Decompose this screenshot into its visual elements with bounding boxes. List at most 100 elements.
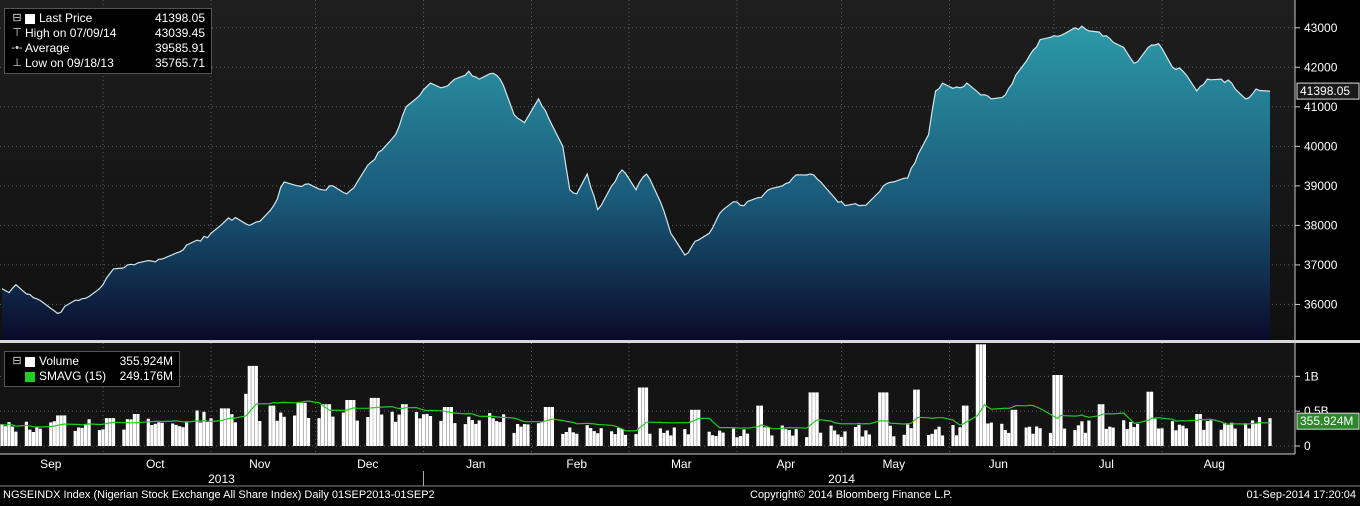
volume-bar	[982, 344, 986, 446]
volume-bar	[812, 392, 816, 446]
average-label: Average	[25, 41, 70, 55]
volume-bar	[892, 436, 896, 446]
volume-bar	[219, 408, 224, 446]
volume-bar	[885, 392, 889, 446]
volume-bar	[547, 407, 551, 446]
volume-bar	[637, 387, 642, 446]
volume-bar	[1000, 423, 1004, 446]
volume-bar	[202, 411, 206, 446]
volume-bar	[320, 404, 325, 446]
volume-bar	[1136, 423, 1140, 446]
volume-bar	[474, 423, 478, 446]
volume-bar	[244, 393, 248, 446]
volume-bar	[721, 432, 725, 446]
volume-bar	[390, 411, 394, 446]
volume-bar	[512, 432, 516, 446]
volume-bar	[1052, 375, 1056, 446]
legend-low: ⊥ Low on 09/18/13 35765.71	[9, 56, 205, 71]
volume-bar	[1150, 391, 1154, 446]
volume-bar	[860, 436, 864, 446]
volume-bar	[913, 389, 917, 446]
volume-swatch	[25, 356, 35, 367]
low-label: Low on 09/18/13	[25, 56, 114, 70]
volume-bar	[853, 427, 858, 446]
volume-bar	[31, 432, 35, 446]
collapse-icon[interactable]: ⊟	[12, 12, 22, 24]
volume-bar	[178, 426, 182, 446]
volume-bar	[28, 429, 32, 446]
high-label: High on 07/09/14	[25, 26, 117, 40]
collapse-icon[interactable]: ⊟	[12, 355, 22, 367]
volume-bar	[397, 414, 401, 446]
month-label: Jul	[1099, 457, 1114, 471]
price-legend: ⊟ Last Price 41398.05 ⊤ High on 07/09/14…	[4, 8, 212, 74]
volume-bar	[132, 414, 136, 446]
volume-bar	[1031, 433, 1035, 446]
volume-bar	[352, 400, 356, 446]
volume-bar	[80, 427, 84, 446]
volume-bar	[453, 423, 457, 446]
volume-bar	[275, 420, 279, 446]
price-line	[1, 25, 1271, 315]
volume-bar	[35, 427, 39, 446]
month-label: Jun	[989, 457, 1008, 471]
price-area-layer	[1, 25, 1271, 340]
panel-separator	[0, 340, 1360, 343]
volume-bar	[780, 425, 784, 446]
volume-bar	[1233, 428, 1237, 446]
low-marker-icon: ⊥	[12, 57, 22, 69]
volume-bar	[617, 427, 621, 446]
high-marker-icon: ⊤	[12, 27, 22, 39]
volume-bar	[254, 365, 258, 446]
volume-bar	[369, 397, 373, 446]
volume-bar	[902, 434, 906, 446]
volume-bar	[111, 418, 116, 446]
volume-bar	[829, 425, 833, 446]
volume-bar	[522, 424, 527, 446]
legend-average: -•- Average 39585.91	[9, 41, 205, 56]
price-tick-label: 40000	[1304, 139, 1338, 153]
volume-bar	[185, 421, 189, 446]
volume-bar	[247, 365, 251, 446]
volume-bar	[425, 413, 429, 446]
volume-bar	[867, 434, 871, 446]
volume-bar	[742, 429, 746, 446]
volume-bar	[648, 433, 652, 446]
volume-bar	[568, 427, 572, 446]
volume-bar	[157, 422, 161, 446]
volume-bar	[669, 435, 673, 446]
volume-bar	[1080, 421, 1084, 446]
volume-bar	[766, 426, 770, 446]
volume-bar	[665, 430, 669, 446]
volume-bar	[49, 422, 53, 446]
volume-bar	[373, 397, 377, 446]
volume-bar	[1268, 418, 1272, 446]
volume-bar	[662, 432, 666, 446]
volume-bar	[808, 392, 812, 446]
low-value: 35765.71	[154, 56, 205, 70]
volume-bar	[24, 421, 28, 446]
volume-tick-label: 0	[1304, 439, 1311, 453]
volume-bar	[1122, 420, 1126, 446]
axis-layer: 36000 37000 38000 39000 40000 41000 42000 43000…	[0, 0, 1360, 487]
volume-bar	[833, 430, 837, 446]
volume-bar	[1129, 421, 1133, 446]
legend-last-price: ⊟ Last Price 41398.05	[9, 11, 205, 26]
volume-bar	[735, 437, 739, 446]
volume-bar	[1156, 428, 1161, 446]
volume-bar	[589, 428, 593, 446]
volume-bar	[961, 405, 966, 446]
volume-bar	[937, 426, 941, 446]
volume-bar	[881, 392, 885, 446]
volume-bar	[199, 422, 203, 446]
volume-bar	[787, 430, 791, 446]
volume-bar	[864, 430, 868, 446]
volume-bar	[575, 433, 579, 446]
volume-bar	[14, 431, 18, 446]
volume-bar	[550, 407, 554, 446]
month-label: Apr	[776, 457, 795, 471]
volume-bar	[836, 434, 840, 446]
volume-bar	[1059, 375, 1063, 446]
volume-bar	[805, 437, 809, 446]
